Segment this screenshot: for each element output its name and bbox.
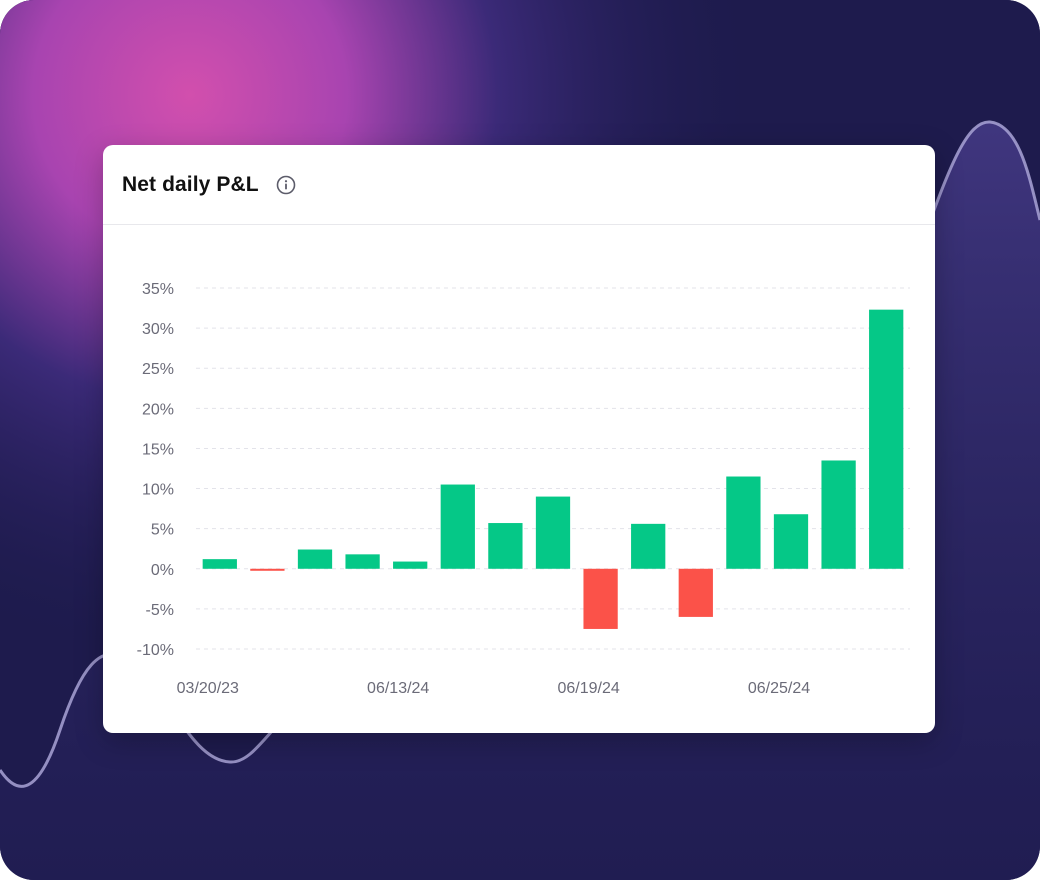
y-tick-label: 5%	[151, 522, 174, 539]
y-tick-label: 15%	[142, 441, 174, 458]
bar-7[interactable]	[535, 496, 571, 569]
bar-2[interactable]	[297, 549, 333, 569]
bar-13[interactable]	[821, 460, 856, 569]
bar-14[interactable]	[869, 309, 904, 569]
pnl-card: Net daily P&L 35% 30% 25% 20% 15% 10% 5% 0% -5% -…	[103, 145, 935, 733]
bar-1[interactable]	[250, 568, 285, 571]
y-tick-label: 20%	[142, 401, 174, 418]
bar-8[interactable]	[583, 568, 618, 629]
x-tick-label: 06/25/24	[748, 680, 810, 697]
pnl-bar-chart: 35% 30% 25% 20% 15% 10% 5% 0% -5% -10% 03/20/23 06…	[137, 281, 910, 697]
bar-3[interactable]	[345, 554, 380, 569]
bar-11[interactable]	[726, 476, 761, 569]
bar-9[interactable]	[631, 523, 666, 569]
y-tick-label: -5%	[146, 602, 174, 619]
x-tick-label: 06/13/24	[367, 680, 429, 697]
bar-0[interactable]	[202, 559, 237, 569]
y-tick-label: 25%	[142, 361, 174, 378]
info-circle-icon[interactable]	[276, 175, 296, 195]
bar-5[interactable]	[440, 484, 475, 569]
y-tick-label: 35%	[142, 281, 174, 298]
y-tick-label: 0%	[151, 562, 174, 579]
bar-12[interactable]	[773, 514, 809, 569]
card-title: Net daily P&L	[122, 172, 259, 196]
y-tick-label: 10%	[142, 482, 174, 499]
x-tick-label: 03/20/23	[177, 680, 239, 697]
bar-6[interactable]	[488, 523, 523, 569]
y-tick-label: 30%	[142, 321, 174, 338]
bar-10[interactable]	[678, 568, 713, 617]
y-tick-label: -10%	[137, 642, 174, 659]
card-header: Net daily P&L	[103, 145, 935, 225]
bar-4[interactable]	[393, 561, 428, 569]
x-tick-label: 06/19/24	[557, 680, 619, 697]
